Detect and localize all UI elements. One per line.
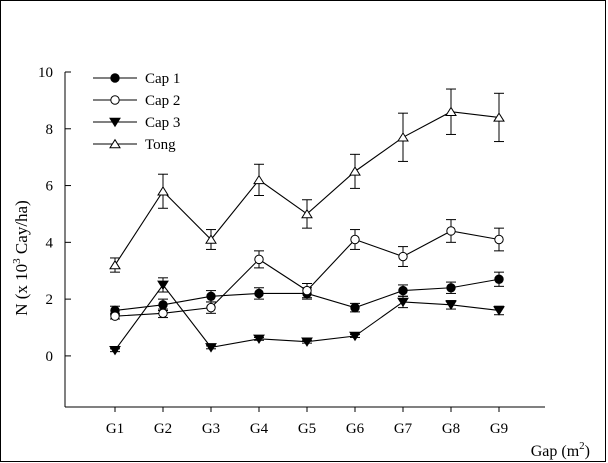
data-point-tong <box>253 174 265 185</box>
x-tick-label: G7 <box>394 421 413 437</box>
data-point-cap-2 <box>446 226 456 236</box>
data-point-cap-3 <box>397 297 409 308</box>
data-point-cap-3 <box>109 345 121 356</box>
data-point-tong <box>301 208 313 219</box>
legend-label-cap-3: Cap 3 <box>145 115 180 131</box>
data-point-cap-3 <box>493 306 505 316</box>
x-tick-label: G5 <box>298 421 316 437</box>
y-tick-label: 6 <box>46 179 54 195</box>
y-tick-label: 2 <box>46 292 54 308</box>
plot-area: 0 2 4 6 8 10 G1 G2 G3 G4 G5 G6 G7 G8 G9 <box>38 65 545 437</box>
x-tick-label: G3 <box>202 421 220 437</box>
data-point-cap-3 <box>349 331 361 342</box>
x-tick-label: G8 <box>442 421 460 437</box>
x-tick-label: G2 <box>154 421 172 437</box>
data-point-cap-1 <box>398 285 408 296</box>
data-point-cap-3 <box>445 300 457 310</box>
data-point-cap-2 <box>350 234 360 245</box>
data-point-tong <box>397 132 409 142</box>
y-tick-label: 10 <box>38 65 53 81</box>
y-tick-label: 8 <box>46 122 54 138</box>
legend-label-cap-1: Cap 1 <box>145 71 180 87</box>
data-point-cap-1 <box>350 302 360 313</box>
legend-marker-cap-1 <box>110 73 120 83</box>
data-point-cap-2 <box>206 302 216 313</box>
data-point-tong <box>493 112 505 122</box>
data-point-tong <box>445 106 457 116</box>
legend-marker-tong <box>109 138 121 149</box>
x-tick-label: G9 <box>490 421 508 437</box>
data-point-cap-2 <box>254 254 264 265</box>
data-point-cap-2 <box>494 234 504 245</box>
legend-label-tong: Tong <box>145 137 176 153</box>
y-axis-label: N (x 103 Cay/ha) <box>11 200 31 316</box>
data-point-cap-2 <box>110 311 120 321</box>
data-point-cap-2 <box>158 308 168 319</box>
data-point-cap-1 <box>206 291 216 301</box>
legend-marker-cap-2 <box>110 95 120 105</box>
legend: Cap 1 Cap 2 Cap 3 Tong <box>93 71 180 153</box>
legend-label-cap-2: Cap 2 <box>145 93 180 109</box>
y-tick-label: 4 <box>46 235 54 251</box>
data-point-cap-3 <box>205 343 217 353</box>
data-point-tong <box>349 166 361 176</box>
data-point-cap-1 <box>158 300 168 310</box>
data-point-tong <box>109 259 121 270</box>
legend-marker-cap-3 <box>109 117 121 128</box>
data-point-cap-1 <box>254 288 264 299</box>
data-point-cap-2 <box>302 285 312 296</box>
data-point-cap-1 <box>446 283 456 293</box>
data-point-tong <box>205 234 217 244</box>
data-point-cap-2 <box>398 251 408 262</box>
x-tick-label: G1 <box>106 421 124 437</box>
x-tick-label: G6 <box>346 421 365 437</box>
x-tick-label: G4 <box>250 421 269 437</box>
data-point-cap-3 <box>301 337 313 347</box>
data-point-cap-3 <box>253 334 265 345</box>
data-point-cap-3 <box>157 280 169 291</box>
x-axis-label: Gap (m2) <box>531 440 590 460</box>
data-point-tong <box>157 186 169 196</box>
data-point-cap-1 <box>494 274 504 284</box>
y-tick-label: 0 <box>46 349 54 365</box>
